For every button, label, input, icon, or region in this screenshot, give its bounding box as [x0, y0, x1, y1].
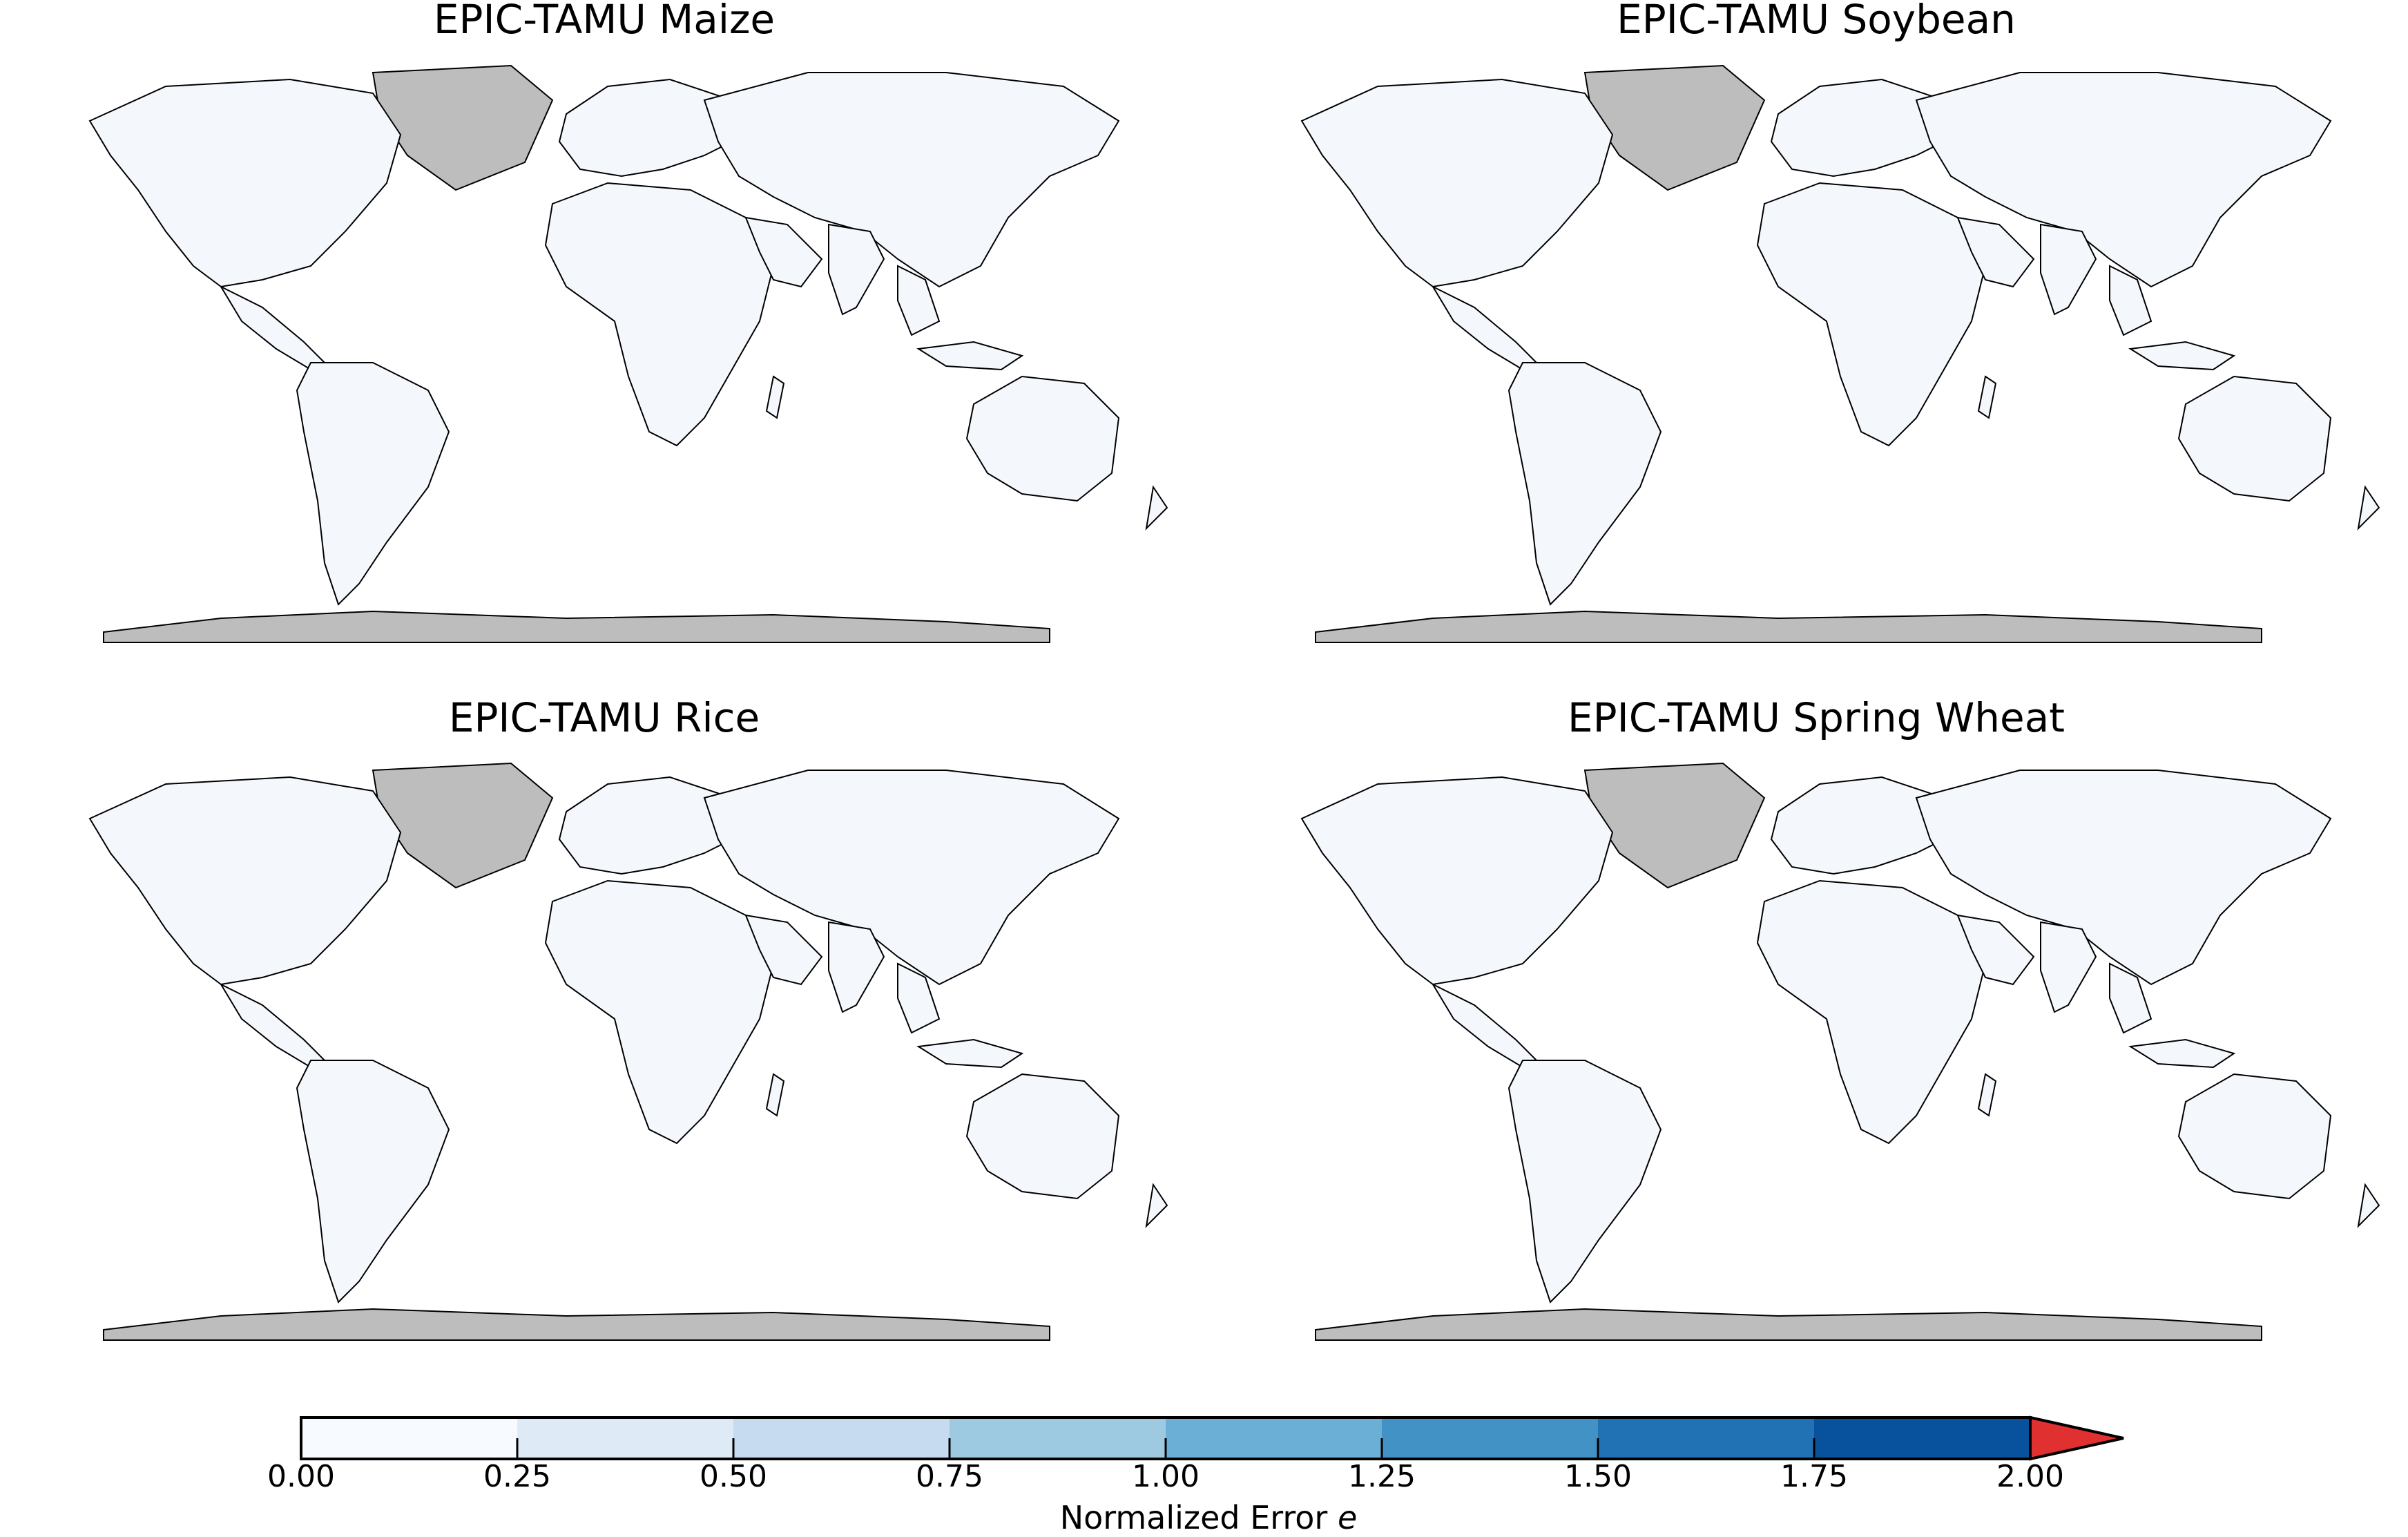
landmass-newZealand [1145, 485, 1168, 531]
colorbar-tick-label: 0.50 [700, 1459, 767, 1494]
landmass-arabia [1956, 216, 2035, 288]
landmass-seAsia [897, 962, 941, 1034]
colorbar-segment [517, 1417, 734, 1459]
landmass-india [828, 921, 885, 1013]
landmass-africa [1756, 879, 1987, 1145]
colorbar-segment [1382, 1417, 1599, 1459]
landmass-centralAmerica [1431, 285, 1538, 371]
landmass-australia [2177, 375, 2332, 502]
colorbar-tick-label: 1.00 [1132, 1459, 1200, 1494]
landmass-australia [965, 1073, 1120, 1200]
landmass-europe [558, 776, 747, 875]
map-spring-wheat [1300, 762, 2380, 1341]
colorbar-segment [950, 1417, 1166, 1459]
landmass-antarctica [103, 610, 1050, 643]
colorbar-segment [1166, 1417, 1383, 1459]
landmass-indonesia [916, 1038, 1024, 1069]
landmass-seAsia [2109, 962, 2152, 1034]
landmass-arabia [1956, 914, 2035, 986]
landmass-newZealand [1145, 1183, 1168, 1228]
colorbar-tick-label: 1.75 [1780, 1459, 1848, 1494]
landmass-southAmerica [296, 362, 450, 606]
landmass-europe [1770, 776, 1959, 875]
panel-title-maize: EPIC-TAMU Maize [433, 0, 776, 43]
landmass-madagascar [1977, 1073, 1997, 1117]
landmass-asia [703, 770, 1120, 986]
landmass-indonesia [916, 341, 1024, 371]
panel-title-spring-wheat: EPIC-TAMU Spring Wheat [1567, 694, 2065, 741]
landmass-asia [1915, 770, 2332, 986]
landmass-antarctica [1315, 610, 2262, 643]
panel-title-soybean: EPIC-TAMU Soybean [1617, 0, 2016, 43]
colorbar-tick-label: 0.75 [916, 1459, 983, 1494]
landmass-greenland [372, 762, 554, 889]
landmass-greenland [1583, 64, 1766, 191]
landmass-australia [965, 375, 1120, 502]
landmass-seAsia [897, 265, 941, 336]
colorbar-segment [301, 1417, 518, 1459]
colorbar-title: Normalized Error e [898, 1499, 1519, 1536]
landmass-arabia [744, 914, 823, 986]
landmass-northAmerica [1300, 776, 1614, 986]
colorbar-tick-label: 0.00 [267, 1459, 335, 1494]
landmass-newZealand [2357, 1183, 2380, 1228]
landmass-india [2040, 223, 2097, 316]
map-maize [88, 64, 1168, 643]
landmass-southAmerica [1508, 362, 1662, 606]
landmass-greenland [1583, 762, 1766, 889]
landmass-centralAmerica [219, 982, 326, 1069]
colorbar-title-text: Normalized Error [1059, 1499, 1328, 1536]
landmass-madagascar [765, 1073, 785, 1117]
landmass-antarctica [103, 1308, 1050, 1341]
landmass-southAmerica [296, 1060, 450, 1304]
landmass-europe [1770, 78, 1959, 178]
colorbar-segment [1814, 1417, 2031, 1459]
landmass-centralAmerica [219, 285, 326, 371]
landmass-africa [544, 182, 775, 447]
landmass-greenland [372, 64, 554, 191]
landmass-southAmerica [1508, 1060, 1662, 1304]
landmass-europe [558, 78, 747, 178]
landmass-arabia [744, 216, 823, 288]
landmass-madagascar [1977, 375, 1997, 419]
colorbar-tick-label: 0.25 [483, 1459, 551, 1494]
colorbar-segment [733, 1417, 950, 1459]
colorbar [300, 1415, 2124, 1461]
landmass-asia [703, 72, 1120, 288]
landmass-asia [1915, 72, 2332, 288]
map-rice [88, 762, 1168, 1341]
colorbar-title-symbol: e [1337, 1499, 1358, 1536]
landmass-newZealand [2357, 485, 2380, 531]
colorbar-tick-label: 2.00 [1996, 1459, 2064, 1494]
colorbar-tick-label: 1.25 [1348, 1459, 1416, 1494]
landmass-australia [2177, 1073, 2332, 1200]
landmass-africa [544, 879, 775, 1145]
landmass-centralAmerica [1431, 982, 1538, 1069]
landmass-northAmerica [88, 776, 402, 986]
map-soybean [1300, 64, 2380, 643]
landmass-indonesia [2128, 1038, 2236, 1069]
colorbar-segment [1598, 1417, 1815, 1459]
colorbar-extend-arrow [2029, 1415, 2124, 1461]
landmass-africa [1756, 182, 1987, 447]
landmass-seAsia [2109, 265, 2152, 336]
colorbar-tick-label: 1.50 [1564, 1459, 1632, 1494]
panel-title-rice: EPIC-TAMU Rice [448, 694, 760, 741]
landmass-northAmerica [1300, 78, 1614, 288]
landmass-india [2040, 921, 2097, 1013]
landmass-indonesia [2128, 341, 2236, 371]
landmass-madagascar [765, 375, 785, 419]
landmass-antarctica [1315, 1308, 2262, 1341]
landmass-india [828, 223, 885, 316]
landmass-northAmerica [88, 78, 402, 288]
